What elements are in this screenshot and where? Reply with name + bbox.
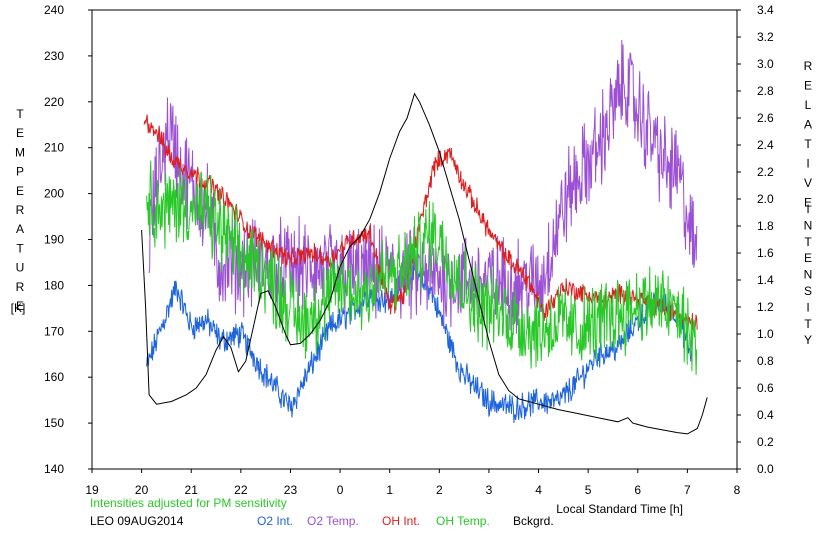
right-tick-label: 1.6: [757, 246, 774, 260]
right-label-letter: I: [806, 202, 809, 216]
left-tick-label: 150: [44, 416, 64, 430]
x-tick-label: 7: [684, 483, 691, 497]
x-tick-label: 20: [135, 483, 149, 497]
right-tick-label: 2.4: [757, 138, 774, 152]
series-line-4: [141, 92, 708, 435]
x-axis: 19 20 21 22 23 0 1 2 3 4 5 6 7 8: [85, 469, 741, 497]
right-label-letter: S: [804, 284, 812, 298]
left-label-letter: M: [15, 145, 25, 159]
left-label-letter: R: [16, 280, 25, 294]
series-layer: [141, 39, 708, 435]
right-label-letter: T: [804, 235, 812, 249]
left-label-letter: U: [16, 261, 25, 275]
right-label-letter: A: [804, 118, 812, 132]
right-label-letter: N: [804, 218, 813, 232]
legend-oh-int: OH Int.: [382, 514, 420, 528]
series-line-1: [148, 39, 698, 334]
left-label-letter: E: [16, 184, 24, 198]
left-label-letter: E: [16, 299, 24, 313]
legend-bckgrd: Bckgrd.: [513, 514, 554, 528]
right-tick-label: 2.8: [757, 84, 774, 98]
x-tick-label: 3: [486, 483, 493, 497]
left-tick-label: 180: [44, 278, 64, 292]
right-tick-label: 3.2: [757, 30, 774, 44]
right-label-letter: V: [804, 176, 812, 190]
right-label-letter: R: [804, 59, 813, 73]
legend-oh-temp: OH Temp.: [436, 514, 490, 528]
left-tick-label: 200: [44, 187, 64, 201]
right-tick-label: 1.4: [757, 273, 774, 287]
right-label-letter: Y: [804, 333, 812, 347]
left-tick-label: 210: [44, 141, 64, 155]
left-label-letter: E: [16, 126, 24, 140]
right-label-letter: I: [806, 300, 809, 314]
x-tick-label: 19: [85, 483, 99, 497]
right-tick-label: 2.2: [757, 165, 774, 179]
x-tick-label: 1: [386, 483, 393, 497]
left-tick-label: 190: [44, 233, 64, 247]
x-tick-label: 4: [535, 483, 542, 497]
right-tick-label: 3.4: [757, 3, 774, 17]
x-tick-label: 0: [337, 483, 344, 497]
left-label-letter: T: [16, 241, 24, 255]
x-tick-label: 5: [585, 483, 592, 497]
station-label: LEO 09AUG2014: [90, 514, 184, 528]
right-label-letter: T: [804, 137, 812, 151]
right-tick-label: 0.6: [757, 381, 774, 395]
x-tick-label: 8: [734, 483, 741, 497]
x-tick-label: 23: [284, 483, 298, 497]
note-text: Intensities adjusted for PM sensitivity: [90, 496, 287, 510]
left-label-letter: T: [16, 107, 24, 121]
x-tick-label: 22: [234, 483, 248, 497]
left-tick-label: 230: [44, 49, 64, 63]
right-tick-label: 3.0: [757, 57, 774, 71]
right-tick-label: 2.6: [757, 111, 774, 125]
left-tick-label: 240: [44, 3, 64, 17]
right-label-letter: E: [804, 196, 812, 210]
right-tick-label: 1.0: [757, 327, 774, 341]
left-tick-label: 220: [44, 95, 64, 109]
right-tick-label: 0.2: [757, 435, 774, 449]
legend: O2 Int. O2 Temp. OH Int. OH Temp. Bckgrd…: [257, 514, 554, 528]
right-tick-label: 1.8: [757, 219, 774, 233]
right-tick-label: 0.0: [757, 462, 774, 476]
legend-o2-int: O2 Int.: [257, 514, 293, 528]
x-tick-label: 21: [185, 483, 199, 497]
x-tick-label: 6: [634, 483, 641, 497]
left-label-letter: A: [16, 222, 24, 236]
left-tick-label: 160: [44, 370, 64, 384]
x-tick-label: 2: [436, 483, 443, 497]
left-label-letter: R: [16, 203, 25, 217]
right-tick-label: 0.4: [757, 408, 774, 422]
right-label-letter: E: [804, 79, 812, 93]
legend-o2-temp: O2 Temp.: [307, 514, 359, 528]
left-axis-unit: [K]: [11, 301, 26, 315]
left-axis: 140 150 160 170 180 190 200 210 220 230 240: [44, 3, 92, 476]
right-label-letter: T: [804, 317, 812, 331]
right-label-letter: L: [805, 98, 812, 112]
right-tick-label: 2.0: [757, 192, 774, 206]
left-label-letter: P: [16, 165, 24, 179]
right-axis: 0.0 0.2 0.4 0.6 0.8 1.0 1.2 1.4 1.6 1.8 2.0 2.2 2.4 2…: [737, 3, 774, 476]
right-label-letter: E: [804, 251, 812, 265]
left-tick-label: 170: [44, 324, 64, 338]
right-label-letter: I: [806, 157, 809, 171]
x-axis-label: Local Standard Time [h]: [556, 502, 683, 516]
left-tick-label: 140: [44, 462, 64, 476]
series-line-3: [146, 160, 698, 376]
right-tick-label: 0.8: [757, 354, 774, 368]
right-label-letter: N: [804, 268, 813, 282]
right-tick-label: 1.2: [757, 300, 774, 314]
